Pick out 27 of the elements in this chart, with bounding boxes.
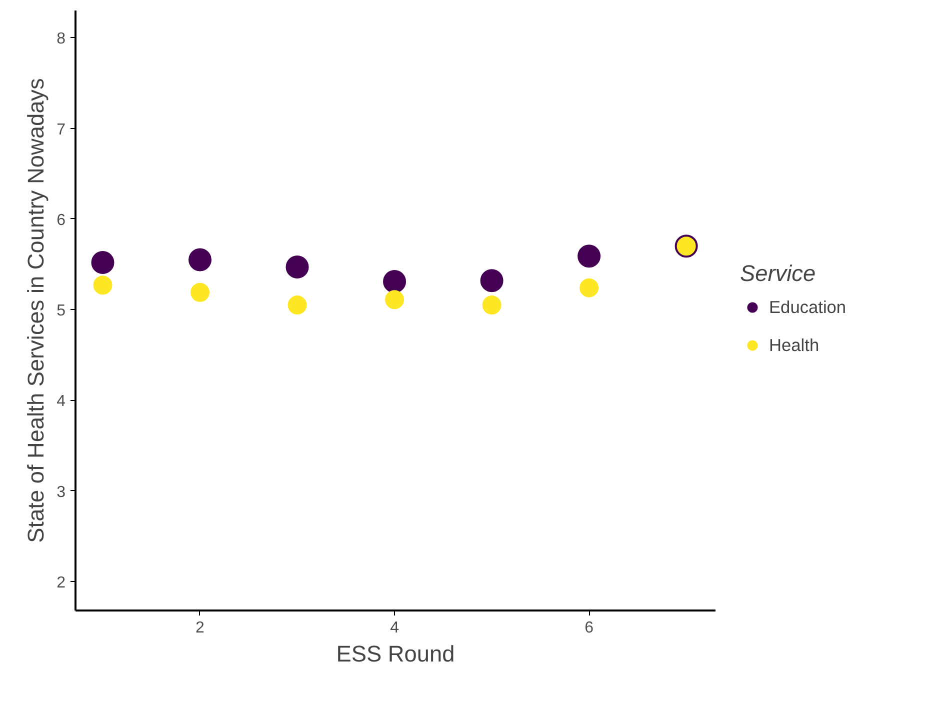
- y-tick-label: 2: [56, 574, 66, 592]
- legend-label: Education: [769, 296, 846, 318]
- point: [190, 282, 210, 302]
- y-tick-label: 3: [56, 484, 66, 501]
- point: [286, 256, 309, 278]
- point: [188, 248, 212, 272]
- y-axis-title: State of Health Services in Country Nowadays: [22, 78, 49, 543]
- point: [93, 276, 112, 295]
- x-axis-title: ESS Round: [336, 640, 455, 666]
- y-tick-label: 8: [56, 30, 66, 48]
- point: [385, 290, 404, 310]
- y-tick-label: 7: [56, 121, 66, 138]
- x-tick-label: 2: [196, 620, 205, 636]
- point: [288, 296, 307, 315]
- legend-title: Service: [740, 260, 817, 287]
- point: [580, 278, 599, 298]
- y-tick-label: 5: [56, 302, 66, 320]
- point: [482, 296, 502, 315]
- x-tick-label: 4: [390, 620, 400, 636]
- legend-label: Health: [769, 334, 820, 356]
- point: [91, 250, 114, 274]
- point: [383, 270, 406, 293]
- point: [578, 244, 601, 268]
- point: [480, 269, 504, 292]
- y-tick-label: 6: [56, 212, 66, 229]
- y-tick-label: 4: [56, 393, 66, 410]
- x-tick-label: 6: [584, 620, 594, 636]
